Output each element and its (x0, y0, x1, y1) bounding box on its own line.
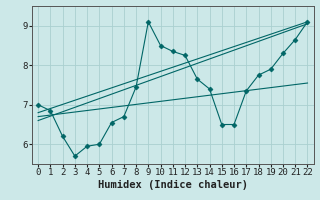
X-axis label: Humidex (Indice chaleur): Humidex (Indice chaleur) (98, 180, 248, 190)
